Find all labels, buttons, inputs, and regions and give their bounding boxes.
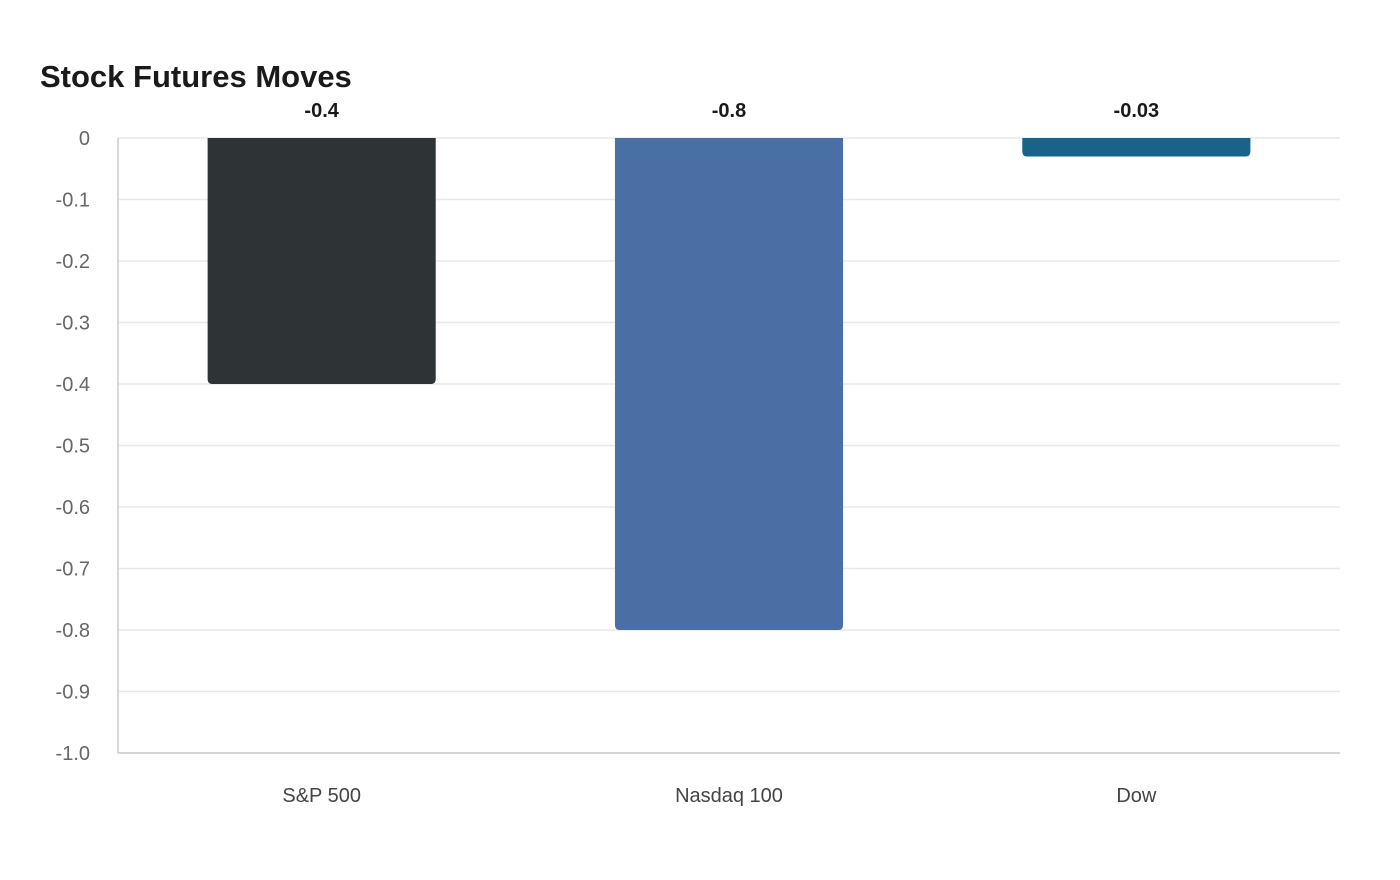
bar: [1022, 138, 1251, 157]
y-tick-label: -0.8: [56, 620, 90, 642]
y-tick-label: -0.9: [56, 682, 90, 704]
y-tick-label: -0.5: [56, 436, 90, 458]
axes: [117, 138, 1340, 754]
category-labels: S&P 500 Nasdaq 100 Dow: [282, 785, 1157, 807]
y-tick-label: -0.7: [56, 559, 90, 581]
data-labels: -0.4 -0.8 -0.03: [304, 100, 1159, 122]
y-tick-label: -0.6: [56, 497, 90, 519]
category-label: Dow: [1116, 785, 1157, 807]
y-tick-label: -1.0: [56, 743, 90, 765]
y-tick-label: -0.2: [56, 251, 90, 273]
data-label: -0.03: [1114, 100, 1160, 122]
bars: [207, 138, 1251, 630]
data-label: -0.4: [304, 100, 339, 122]
y-tick-labels: 0 -0.1 -0.2 -0.3 -0.4 -0.5 -0.6 -0.7 -0.8 -0.9 -1.…: [56, 128, 90, 765]
chart-title: Stock Futures Moves: [40, 59, 352, 94]
bar: [207, 138, 436, 384]
bar: [614, 138, 844, 630]
y-tick-label: -0.3: [56, 313, 90, 335]
y-tick-label: -0.1: [56, 190, 90, 212]
data-label: -0.8: [712, 100, 746, 122]
y-tick-label: -0.4: [56, 374, 90, 396]
category-label: Nasdaq 100: [675, 785, 783, 807]
y-tick-label: 0: [79, 128, 90, 150]
category-label: S&P 500: [282, 785, 361, 807]
